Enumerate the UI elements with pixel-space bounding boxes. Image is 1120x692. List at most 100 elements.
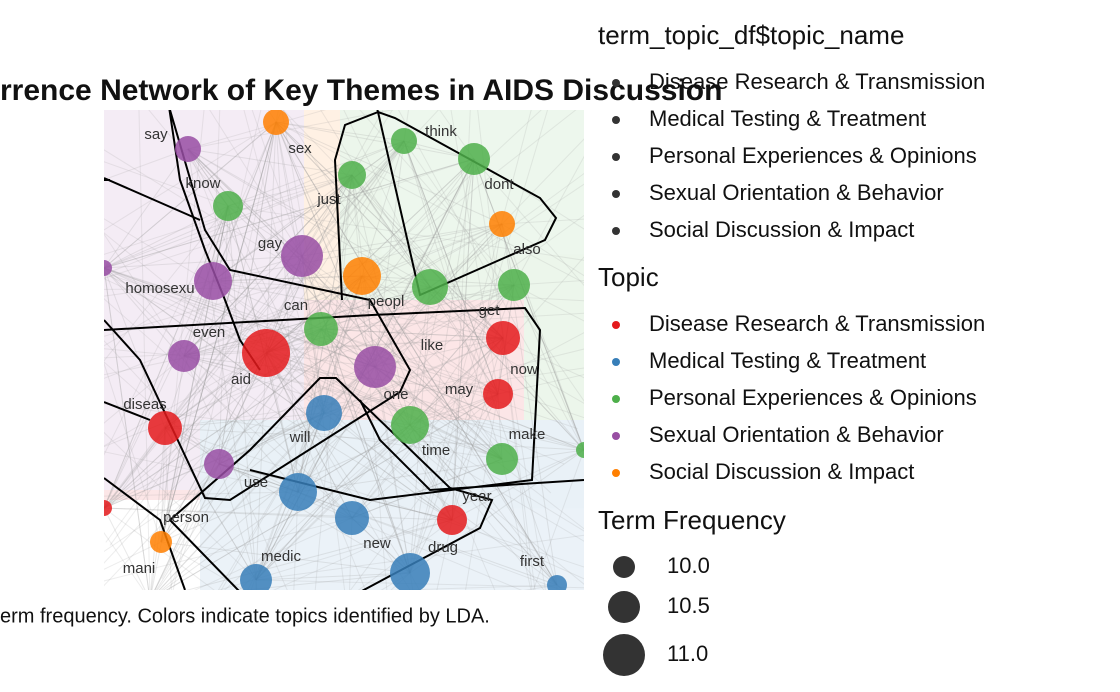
edge [164, 427, 172, 590]
edge [104, 268, 105, 271]
node-label: gay [258, 235, 283, 252]
edge [361, 275, 503, 460]
node [486, 443, 518, 475]
edge [265, 140, 405, 354]
edge [323, 275, 363, 414]
edge [351, 458, 503, 519]
edge [265, 352, 353, 519]
edge [374, 337, 504, 368]
node [412, 269, 448, 305]
node [281, 235, 323, 277]
edge [217, 519, 453, 590]
edge [275, 121, 503, 225]
edge [183, 284, 515, 357]
edge [320, 328, 503, 460]
node-label: dont [484, 176, 514, 193]
hull [104, 306, 584, 502]
edge [104, 507, 215, 590]
edge [218, 412, 325, 465]
edge [212, 275, 363, 282]
edge [104, 158, 475, 269]
node [391, 406, 429, 444]
edge [297, 158, 475, 493]
legend-label: Medical Testing & Treatment [649, 348, 926, 373]
node [194, 262, 232, 300]
edge [497, 374, 584, 395]
edge [320, 328, 504, 339]
edge [265, 352, 453, 521]
edge [293, 491, 299, 590]
edge [156, 158, 475, 590]
node [483, 379, 513, 409]
legend-key [612, 321, 620, 329]
edge [104, 280, 214, 347]
node-label: know [185, 175, 220, 192]
edge [172, 121, 277, 590]
edge [451, 158, 475, 521]
edge [183, 275, 363, 357]
edge [104, 340, 220, 465]
legend-label: Personal Experiences & Opinions [649, 385, 977, 410]
edge [357, 519, 453, 590]
edge [397, 110, 584, 451]
edge [104, 267, 453, 521]
edge [501, 458, 532, 590]
node [498, 269, 530, 301]
legend-label: Disease Research & Transmission [649, 311, 985, 336]
edge [223, 424, 411, 590]
edge [104, 508, 105, 509]
node-label: think [425, 123, 457, 140]
edge [323, 412, 558, 586]
edge [104, 267, 150, 590]
edge [451, 223, 503, 521]
edge [183, 355, 288, 590]
edge [275, 121, 405, 142]
edge [275, 121, 558, 586]
edge [265, 352, 584, 451]
edge [168, 463, 220, 590]
node [391, 128, 417, 154]
nodes: sex say think dont just know also gay homosexu pe… [104, 110, 584, 590]
edge [409, 393, 499, 574]
edge [160, 541, 411, 574]
edge [183, 174, 353, 357]
edge [409, 424, 558, 586]
node-label: peopl [368, 293, 405, 310]
edge [320, 312, 584, 330]
edge [380, 572, 411, 590]
edge [265, 284, 515, 354]
edge [104, 148, 189, 269]
edge [160, 393, 499, 543]
edge [187, 148, 257, 581]
legend-label: Sexual Orientation & Behavior [649, 422, 944, 447]
size-key [603, 634, 645, 676]
edge [297, 491, 563, 590]
edge [409, 424, 584, 532]
edge [403, 140, 584, 402]
edge [513, 155, 584, 286]
edge [187, 148, 325, 414]
edge [450, 110, 499, 395]
edge [104, 491, 299, 497]
edge [104, 286, 431, 290]
edge [275, 121, 584, 284]
edge [104, 517, 353, 582]
legend-key [612, 79, 620, 87]
node [104, 500, 112, 516]
plot-area: sex say think dont just know also gay homosexu pe… [104, 110, 584, 590]
edge [275, 121, 504, 339]
node-label: year [462, 488, 491, 505]
edge [374, 158, 475, 368]
edge [473, 158, 584, 451]
edge [403, 140, 503, 460]
edge [104, 223, 503, 337]
node-label: also [513, 241, 541, 258]
edge [297, 424, 411, 493]
edge [104, 267, 376, 368]
node [104, 260, 112, 276]
edge [429, 172, 584, 288]
edge [165, 393, 499, 590]
edge [301, 255, 411, 574]
edge [320, 223, 503, 330]
edge [187, 148, 366, 590]
